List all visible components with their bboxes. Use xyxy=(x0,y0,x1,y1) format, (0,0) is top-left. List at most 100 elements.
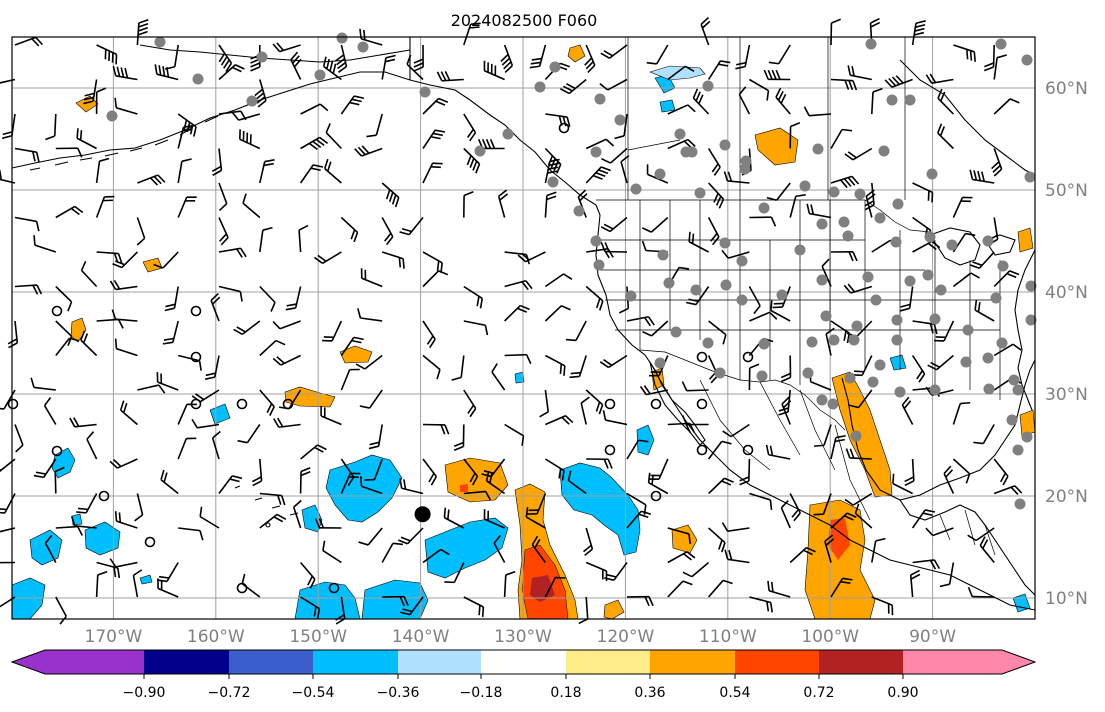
wind-barb xyxy=(707,579,733,598)
calm-circle xyxy=(98,490,110,502)
wind-barb xyxy=(830,78,858,91)
wind-barb xyxy=(137,174,166,186)
wind-barb xyxy=(911,20,926,46)
wind-barb xyxy=(884,75,913,88)
island xyxy=(265,522,271,528)
station-dot xyxy=(816,274,828,286)
sky-blue-region xyxy=(659,99,676,113)
colorbar-tick-label: 0.90 xyxy=(887,685,918,701)
station-dot xyxy=(862,271,874,283)
wind-barb xyxy=(909,569,921,598)
colorbar-tick-label: 0.54 xyxy=(719,685,750,701)
station-dot xyxy=(1012,384,1024,396)
wind-barb xyxy=(639,385,668,396)
wind-barb xyxy=(463,113,477,142)
station-dot xyxy=(654,168,666,180)
wind-barb xyxy=(422,320,436,349)
longitude-tick-label: 140°W xyxy=(392,627,450,647)
station-dot xyxy=(806,336,818,348)
wind-barb xyxy=(781,396,792,425)
station-dot xyxy=(960,356,972,368)
wind-barb xyxy=(749,492,773,510)
wind-barb xyxy=(218,217,229,246)
wind-barb xyxy=(177,158,192,184)
wind-barb xyxy=(504,423,525,446)
station-dot xyxy=(891,314,903,326)
wind-barb xyxy=(721,249,750,259)
wind-barb xyxy=(340,472,361,494)
wind-barb xyxy=(154,64,179,81)
wind-barb xyxy=(708,182,725,209)
wind-barb xyxy=(114,97,138,115)
wind-barb xyxy=(382,595,409,607)
wind-barb xyxy=(299,164,324,184)
wind-barb xyxy=(806,203,832,219)
station-dot xyxy=(719,237,731,249)
wind-barb xyxy=(320,405,342,426)
wind-barb xyxy=(157,578,179,598)
wind-barb xyxy=(0,389,16,410)
wind-barb xyxy=(272,320,301,330)
station-dot xyxy=(758,338,770,350)
wind-barb xyxy=(0,561,16,564)
wind-barb xyxy=(137,384,166,394)
station-dot xyxy=(690,284,702,296)
wind-barb xyxy=(504,279,533,291)
station-dot xyxy=(106,110,118,122)
baja-california xyxy=(649,361,706,446)
sky-blue-region xyxy=(84,521,121,556)
wind-barb xyxy=(14,36,44,47)
wind-barb xyxy=(254,79,267,108)
orange-region xyxy=(567,44,586,63)
wind-barb xyxy=(322,56,342,81)
orange-region xyxy=(804,499,876,620)
wind-barb xyxy=(681,381,709,392)
station-dot xyxy=(929,313,941,325)
station-dot xyxy=(1024,171,1036,183)
station-dot xyxy=(654,357,666,369)
colorbar-tick-label: −0.90 xyxy=(123,685,166,701)
latitude-tick-label: 50°N xyxy=(1045,181,1088,201)
wind-barb xyxy=(529,44,547,69)
wind-barb xyxy=(854,503,873,529)
station-dot xyxy=(674,128,686,140)
wind-barb xyxy=(766,182,791,202)
wind-barb xyxy=(55,525,83,536)
orange-region xyxy=(1017,227,1034,253)
wind-barb xyxy=(322,540,342,564)
wind-barb xyxy=(545,354,566,376)
wind-barb xyxy=(686,286,710,306)
wind-barb xyxy=(925,527,954,537)
station-dot xyxy=(1014,498,1026,510)
wind-barb xyxy=(600,216,628,233)
wind-barb xyxy=(821,258,832,287)
latitude-tick-label: 60°N xyxy=(1045,79,1088,99)
wind-barb xyxy=(360,476,383,495)
wind-barb xyxy=(259,285,276,312)
wind-barb xyxy=(899,286,914,312)
station-dot xyxy=(828,186,840,198)
calm-circle xyxy=(604,444,616,456)
us-mexico-border xyxy=(639,349,846,431)
longitude-tick-label: 90°W xyxy=(909,627,956,647)
longitude-tick-label: 120°W xyxy=(597,627,655,647)
wind-barb xyxy=(578,596,589,625)
wind-barb xyxy=(33,458,57,479)
wind-barb xyxy=(33,235,57,253)
wind-barb xyxy=(398,527,424,545)
wind-barb xyxy=(646,44,669,65)
station-dot xyxy=(593,259,605,271)
calm-circle xyxy=(558,122,570,134)
station-dot xyxy=(1021,54,1033,66)
wind-barb xyxy=(688,231,709,253)
station-dot xyxy=(1012,444,1024,456)
wind-barb xyxy=(580,396,590,425)
station-dot xyxy=(854,188,866,200)
wind-barb xyxy=(112,251,138,269)
colorbar-tick-label: −0.36 xyxy=(377,685,420,701)
sky-blue-region xyxy=(29,529,63,566)
wind-barb xyxy=(912,240,941,253)
wind-barb xyxy=(844,147,873,161)
wind-barb xyxy=(204,355,220,380)
